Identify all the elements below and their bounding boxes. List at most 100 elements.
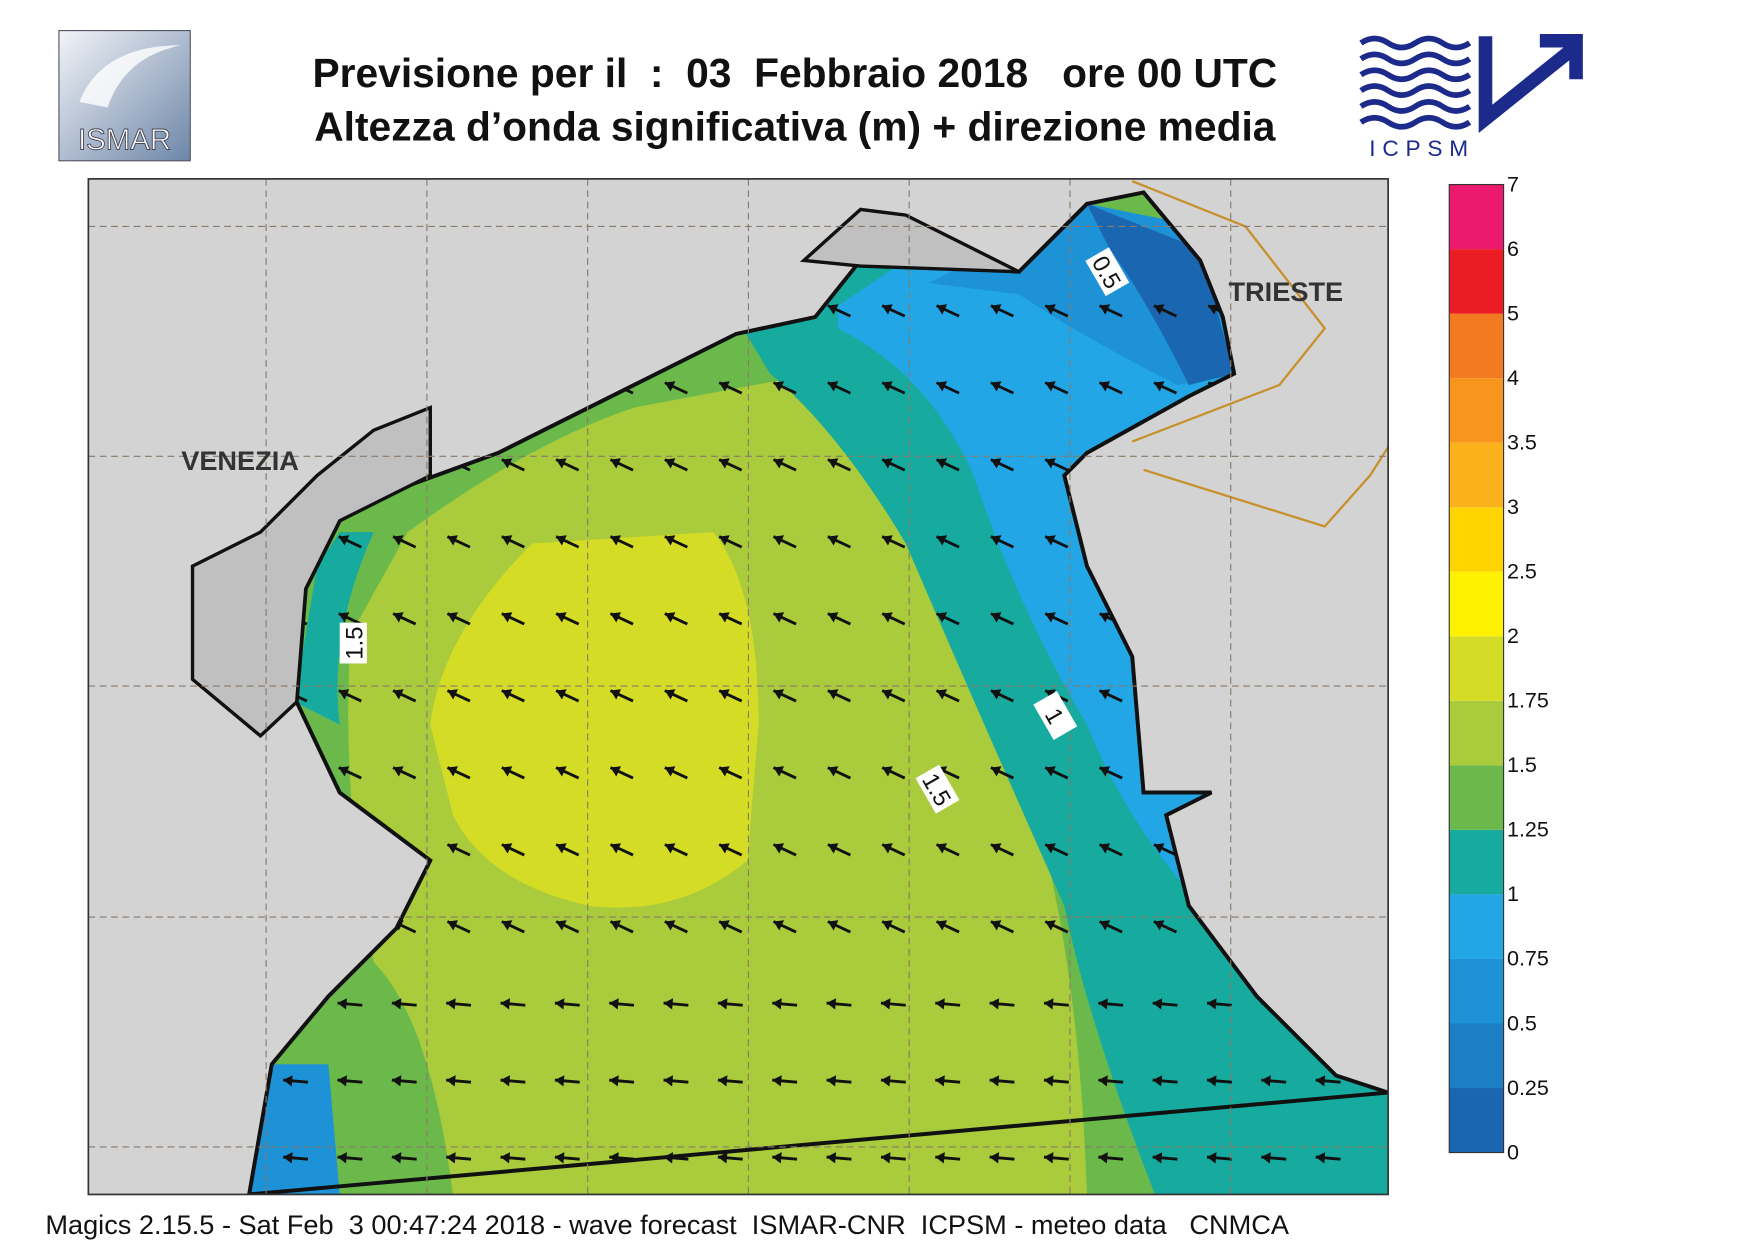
arrow xyxy=(881,304,906,318)
arrow xyxy=(1261,1075,1287,1087)
arrow-head xyxy=(556,766,567,777)
arrow xyxy=(555,920,580,934)
arrow-head xyxy=(446,998,456,1010)
arrow xyxy=(446,843,471,857)
arrow xyxy=(772,843,797,857)
contour-label: 1.5 xyxy=(339,622,368,664)
arrow xyxy=(881,766,906,780)
legend-tick-label: 1.5 xyxy=(1507,753,1537,777)
arrow-head xyxy=(391,998,402,1010)
legend-swatch xyxy=(1449,507,1504,572)
arrow xyxy=(827,458,851,472)
arrow-head xyxy=(989,1152,1000,1164)
arrow-head xyxy=(826,1075,837,1087)
arrow-head xyxy=(609,1075,619,1087)
arrow-head xyxy=(773,843,785,854)
arrow-head xyxy=(990,920,1002,931)
arrow xyxy=(554,998,580,1010)
arrow xyxy=(990,689,1015,703)
arrow-head xyxy=(1153,843,1165,854)
arrow-head xyxy=(1098,1075,1108,1087)
arrow-head xyxy=(664,535,676,546)
arrow xyxy=(446,689,471,703)
legend-tick-label: 5 xyxy=(1507,301,1519,325)
field-sw xyxy=(249,1064,340,1195)
legend-swatch xyxy=(1449,571,1504,637)
arrow xyxy=(446,612,471,626)
arrow-head xyxy=(719,766,730,777)
subtitle-line: Altezza d’onda significativa (m) + direz… xyxy=(314,103,1276,149)
arrow xyxy=(935,843,960,857)
arrow-head xyxy=(610,766,622,777)
arrow xyxy=(935,612,960,626)
arrow-head xyxy=(882,843,893,854)
arrow xyxy=(881,381,906,395)
arrow xyxy=(881,458,906,472)
legend-tick-label: 0.25 xyxy=(1507,1076,1549,1100)
arrow-head xyxy=(501,766,513,777)
arrow-head xyxy=(1152,998,1163,1010)
legend-tick-label: 3 xyxy=(1507,495,1519,519)
arrow-head xyxy=(446,1075,456,1087)
arrow-head xyxy=(936,612,948,623)
arrow-head xyxy=(556,689,567,700)
arrow xyxy=(1044,535,1069,549)
arrow-head xyxy=(1099,843,1111,854)
arrow xyxy=(935,1075,961,1087)
arrow-head xyxy=(717,998,728,1010)
arrow-head xyxy=(610,612,622,623)
arrow-head xyxy=(882,458,893,469)
arrow-head xyxy=(719,535,730,546)
arrow xyxy=(718,689,743,703)
arrow-head xyxy=(1207,1075,1217,1087)
graticule xyxy=(88,178,1389,1195)
arrow xyxy=(664,381,688,395)
arrow-head xyxy=(337,998,348,1010)
arrow xyxy=(1098,843,1123,857)
arrow xyxy=(827,535,851,549)
arrow-head xyxy=(338,766,350,777)
arrow-head xyxy=(1099,920,1111,931)
arrow-head xyxy=(1315,1152,1326,1164)
arrow xyxy=(935,535,960,549)
arrow xyxy=(1044,843,1069,857)
arrow xyxy=(609,920,634,934)
arrow-head xyxy=(773,612,785,623)
arrow xyxy=(664,458,688,472)
arrow-head xyxy=(773,920,785,931)
border xyxy=(1131,180,1389,528)
arrow xyxy=(555,458,580,472)
arrow-head xyxy=(664,843,676,854)
arrow-head xyxy=(664,612,676,623)
arrow xyxy=(772,612,797,626)
arrow-head xyxy=(990,689,1002,700)
arrow xyxy=(1044,920,1069,934)
arrow xyxy=(990,843,1015,857)
arrow xyxy=(283,1152,309,1164)
arrow xyxy=(827,766,851,780)
legend-swatch xyxy=(1449,378,1504,443)
arrow xyxy=(772,998,798,1010)
arrow-head xyxy=(1098,1152,1108,1164)
legend-swatch xyxy=(1449,894,1504,959)
legend-tick-label: 2 xyxy=(1507,624,1519,648)
arrow-head xyxy=(1207,998,1217,1010)
color-legend: 0 0.25 0.5 0.75 1 1.25 1.5 1.75 2 2.5 3 3.5 4 5 6 7 xyxy=(1448,172,1549,1164)
arrow-head xyxy=(935,1075,945,1087)
arrow-head xyxy=(446,1152,456,1164)
arrow-head xyxy=(1045,458,1056,469)
arrow-head xyxy=(827,612,839,623)
arrow-head xyxy=(447,843,459,854)
arrow-head xyxy=(1045,920,1056,931)
arrow-head xyxy=(773,458,785,469)
arrow-head xyxy=(1099,689,1111,700)
arrow xyxy=(501,689,525,703)
legend-swatch xyxy=(1449,765,1504,830)
arrow-head xyxy=(447,689,459,700)
map-frame xyxy=(87,178,1389,1196)
arrow-head xyxy=(936,304,948,315)
arrow xyxy=(1043,1075,1069,1087)
arrow-head xyxy=(935,998,945,1010)
arrow xyxy=(609,1075,635,1087)
